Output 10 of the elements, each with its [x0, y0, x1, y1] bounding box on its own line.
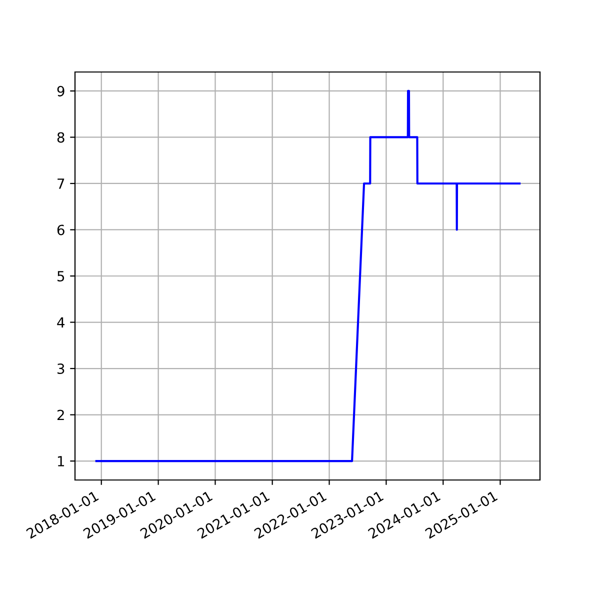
line-series: [95, 90, 521, 462]
y-tick-label: 3: [58, 363, 64, 374]
y-tick-label: 7: [58, 178, 64, 189]
y-tick-label: 8: [57, 132, 64, 143]
y-tick-label: 1: [58, 456, 64, 466]
y-tick-label: 9: [57, 86, 64, 96]
y-tick-label: 4: [57, 317, 64, 328]
y-tick-label: 2: [57, 410, 64, 420]
y-tick-label: 6: [57, 224, 64, 236]
y-tick-label: 5: [58, 271, 64, 282]
